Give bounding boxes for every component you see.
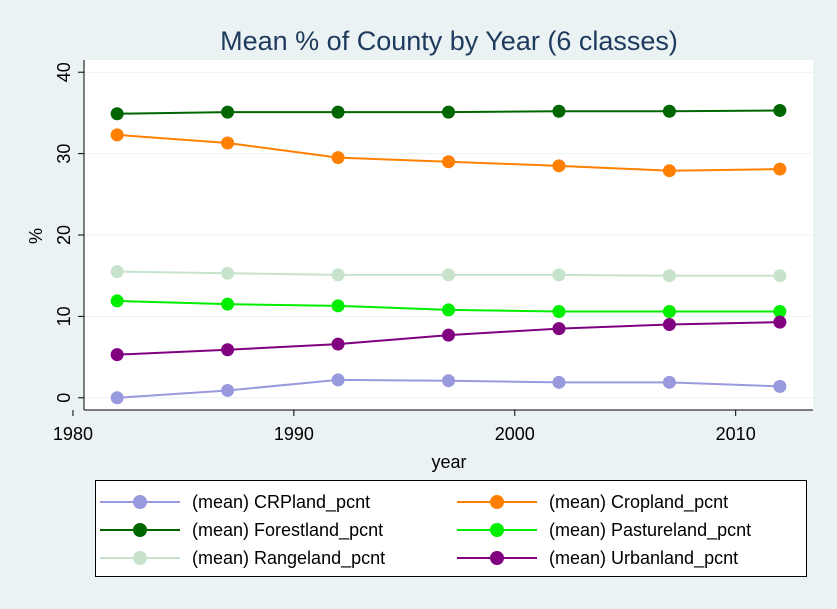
legend-item-cropland: (mean) Cropland_pcnt [457, 490, 728, 514]
data-point [552, 305, 566, 319]
data-point [331, 105, 345, 119]
data-point [331, 373, 345, 387]
x-axis-label: year [431, 452, 466, 472]
legend-symbol [457, 490, 537, 514]
data-point [221, 343, 235, 357]
legend-symbol [100, 490, 180, 514]
data-point [442, 374, 455, 388]
y-tick-label: 10 [54, 306, 74, 326]
data-point [552, 322, 566, 336]
data-point [773, 269, 787, 283]
data-point [442, 105, 455, 119]
data-point [331, 337, 345, 351]
data-point [221, 136, 235, 150]
legend-item-pastureland: (mean) Pastureland_pcnt [457, 518, 751, 542]
legend-symbol [100, 518, 180, 542]
data-point [442, 268, 455, 282]
data-point [552, 375, 566, 389]
data-point [662, 164, 676, 178]
data-point [221, 105, 235, 119]
data-point [552, 159, 566, 173]
legend-item-forestland: (mean) Forestland_pcnt [100, 518, 383, 542]
y-tick-label: 30 [54, 144, 74, 164]
legend-symbol [457, 546, 537, 570]
legend-label: (mean) CRPland_pcnt [192, 491, 371, 512]
data-point [773, 305, 787, 319]
y-tick-label: 0 [54, 393, 74, 403]
y-tick-label: 40 [54, 62, 74, 82]
data-point [662, 269, 676, 283]
data-point [552, 104, 566, 118]
data-point [331, 268, 345, 282]
legend-item-urbanland: (mean) Urbanland_pcnt [457, 546, 738, 570]
x-tick-label: 1980 [53, 424, 93, 444]
data-point [331, 299, 345, 313]
y-tick-label: 20 [54, 225, 74, 245]
legend-symbol [100, 546, 180, 570]
data-point [773, 103, 787, 117]
legend-symbol [457, 518, 537, 542]
data-point [221, 266, 235, 280]
data-point [773, 162, 787, 176]
y-ticks: 0 10 20 30 40 [54, 62, 84, 403]
data-point [662, 104, 676, 118]
x-tick-label: 1990 [274, 424, 314, 444]
data-point [110, 128, 124, 142]
data-point [110, 348, 124, 362]
data-point [110, 107, 124, 121]
legend-label: (mean) Forestland_pcnt [192, 519, 384, 540]
legend-label: (mean) Cropland_pcnt [549, 491, 729, 512]
data-point [221, 383, 235, 397]
x-ticks: 1980 1990 2000 2010 [53, 410, 756, 444]
data-point [662, 318, 676, 332]
data-point [442, 155, 455, 169]
data-point [110, 391, 124, 405]
legend-label: (mean) Pastureland_pcnt [549, 519, 752, 540]
series-group [110, 103, 787, 405]
y-axis-label: % [26, 228, 46, 244]
data-point [110, 294, 124, 308]
data-point [442, 303, 455, 317]
data-point [552, 268, 566, 282]
data-point [221, 297, 235, 311]
data-point [662, 305, 676, 319]
x-tick-label: 2000 [495, 424, 535, 444]
legend-item-rangeland: (mean) Rangeland_pcnt [100, 546, 385, 570]
data-point [662, 375, 676, 389]
data-point [110, 265, 124, 279]
data-point [442, 328, 455, 342]
data-point [773, 379, 787, 393]
chart-title: Mean % of County by Year (6 classes) [220, 26, 678, 56]
grid-lines [84, 71, 813, 399]
data-point [773, 315, 787, 329]
legend-label: (mean) Rangeland_pcnt [192, 547, 386, 568]
data-point [331, 151, 345, 165]
legend: (mean) CRPland_pcnt (mean) Cropland_pcnt… [95, 480, 807, 577]
legend-label: (mean) Urbanland_pcnt [549, 547, 739, 568]
x-tick-label: 2010 [716, 424, 756, 444]
legend-item-crpland: (mean) CRPland_pcnt [100, 490, 370, 514]
